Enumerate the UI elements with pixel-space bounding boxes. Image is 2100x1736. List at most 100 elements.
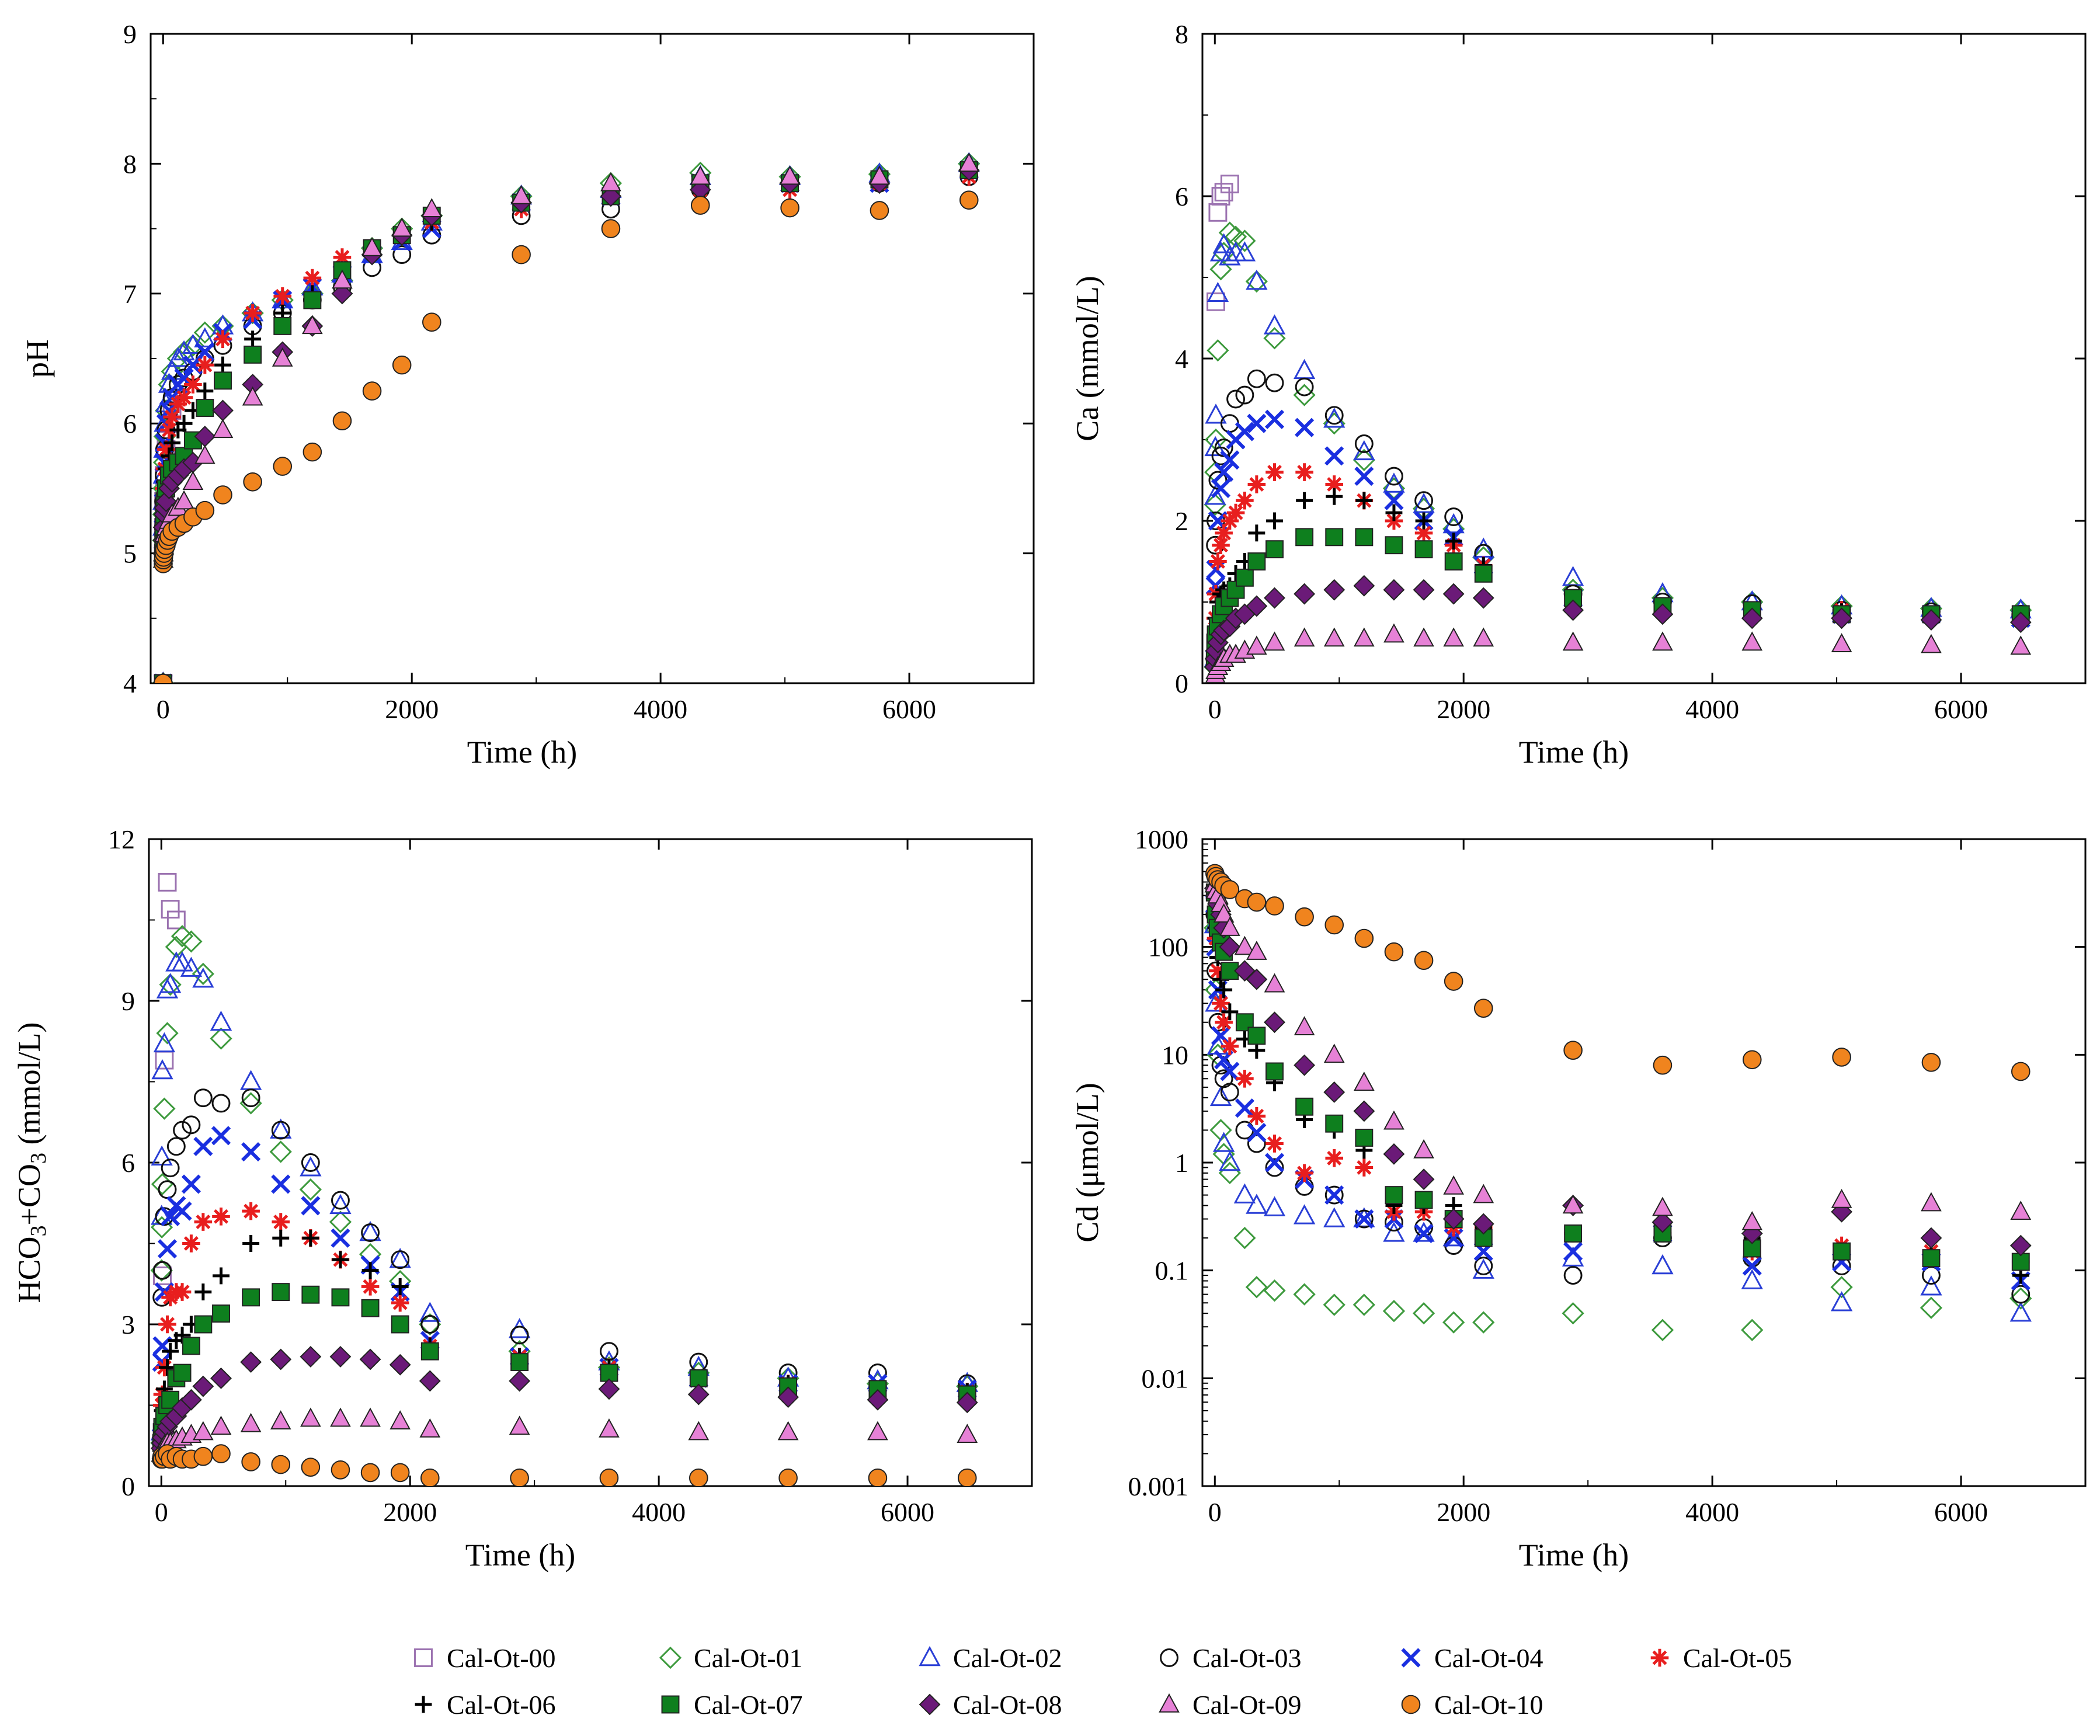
data-point <box>1741 1269 1763 1289</box>
data-point <box>1921 1192 1942 1212</box>
data-point <box>1383 1222 1405 1242</box>
data-point <box>1295 528 1314 547</box>
data-point <box>391 217 413 237</box>
data-point <box>957 1468 977 1486</box>
data-point <box>1294 627 1315 647</box>
data-point <box>1443 1175 1465 1195</box>
data-point <box>1323 408 1345 428</box>
data-point <box>1562 1194 1584 1214</box>
data-point <box>1473 627 1494 647</box>
data-point <box>1219 1150 1241 1171</box>
data-point <box>153 1266 172 1285</box>
data-point <box>1226 389 1246 409</box>
data-point <box>241 302 264 325</box>
data-point <box>1442 1208 1465 1230</box>
data-point <box>182 1234 200 1253</box>
data-point <box>867 1389 889 1411</box>
data-point <box>192 967 214 988</box>
data-point <box>244 345 262 364</box>
data-point <box>1324 406 1344 425</box>
data-point <box>1385 504 1403 521</box>
data-point <box>1413 1139 1434 1159</box>
data-point <box>1355 528 1374 547</box>
data-point <box>1444 552 1463 570</box>
data-point <box>166 910 186 930</box>
data-point <box>1444 507 1463 526</box>
series-cal-ot-10 <box>151 1444 977 1486</box>
data-point <box>1473 999 1493 1018</box>
data-point <box>1412 1302 1435 1325</box>
data-point <box>1265 1062 1284 1081</box>
data-point <box>1651 1318 1674 1341</box>
data-point <box>272 1283 290 1302</box>
data-point <box>392 245 412 265</box>
data-point <box>1385 467 1403 486</box>
legend-marker <box>659 1646 682 1669</box>
cd-plot-frame <box>1201 838 2087 1487</box>
data-point <box>196 399 214 417</box>
legend-marker <box>414 1648 433 1667</box>
data-point <box>182 334 204 357</box>
data-point <box>1652 1254 1674 1275</box>
data-point <box>687 1383 710 1406</box>
data-point <box>241 1088 260 1108</box>
x-tick-label: 0 <box>155 1497 168 1527</box>
data-point <box>510 1353 529 1372</box>
data-point <box>1472 1311 1495 1334</box>
data-point <box>421 198 443 217</box>
data-point <box>1295 377 1314 396</box>
data-point <box>194 327 216 347</box>
data-point <box>1264 587 1285 609</box>
data-point <box>242 386 263 406</box>
data-point <box>1218 221 1241 244</box>
data-point <box>1234 935 1256 955</box>
data-point <box>1652 1196 1673 1216</box>
ca-data-points <box>1204 175 2032 683</box>
data-point <box>329 1345 352 1368</box>
ca-panel: 0 2000 4000 6000 0 2 4 6 8 Time (h) Ca (mmol/L) <box>1070 19 2087 770</box>
data-point <box>359 1220 381 1241</box>
data-point <box>1213 903 1235 923</box>
data-point <box>1294 583 1316 605</box>
data-point <box>2009 611 2032 634</box>
data-point <box>1294 1016 1315 1035</box>
data-point <box>161 1206 180 1226</box>
data-point <box>272 1229 290 1247</box>
data-point <box>332 269 353 289</box>
data-point <box>1383 579 1405 601</box>
legend-item: Cal-Ot-09 <box>1159 1690 1302 1720</box>
legend-label: Cal-Ot-10 <box>1434 1690 1543 1720</box>
data-point <box>157 440 175 458</box>
hco3-co3-plot-frame <box>148 838 1033 1487</box>
data-point <box>303 442 322 462</box>
data-point <box>1563 1241 1583 1261</box>
legend-item: Cal-Ot-10 <box>1401 1690 1543 1720</box>
data-point <box>1473 1184 1494 1203</box>
data-point <box>212 419 234 439</box>
data-point <box>1247 413 1267 433</box>
data-point <box>271 1121 290 1140</box>
y-tick-label: 0 <box>1175 669 1188 698</box>
data-point <box>1265 373 1284 392</box>
series-cal-ot-10 <box>1205 864 2031 1081</box>
data-point <box>958 152 980 172</box>
data-point <box>161 900 180 919</box>
data-point <box>1264 973 1285 993</box>
data-point <box>868 1468 888 1486</box>
data-point <box>302 1229 319 1247</box>
y-tick-label: 6 <box>123 409 137 439</box>
data-point <box>1832 1048 1851 1067</box>
data-point <box>1323 1081 1345 1103</box>
data-point <box>361 1278 380 1296</box>
data-point <box>1472 1213 1494 1235</box>
data-point <box>1236 1070 1254 1088</box>
data-point <box>779 165 801 185</box>
data-point <box>1413 493 1435 513</box>
data-point <box>1831 1188 1852 1208</box>
data-point <box>1354 1071 1375 1091</box>
data-point <box>1920 1275 1942 1296</box>
data-point <box>1264 1011 1285 1034</box>
data-point <box>1382 1300 1406 1323</box>
data-point <box>1354 928 1374 948</box>
data-point <box>1293 1204 1316 1224</box>
